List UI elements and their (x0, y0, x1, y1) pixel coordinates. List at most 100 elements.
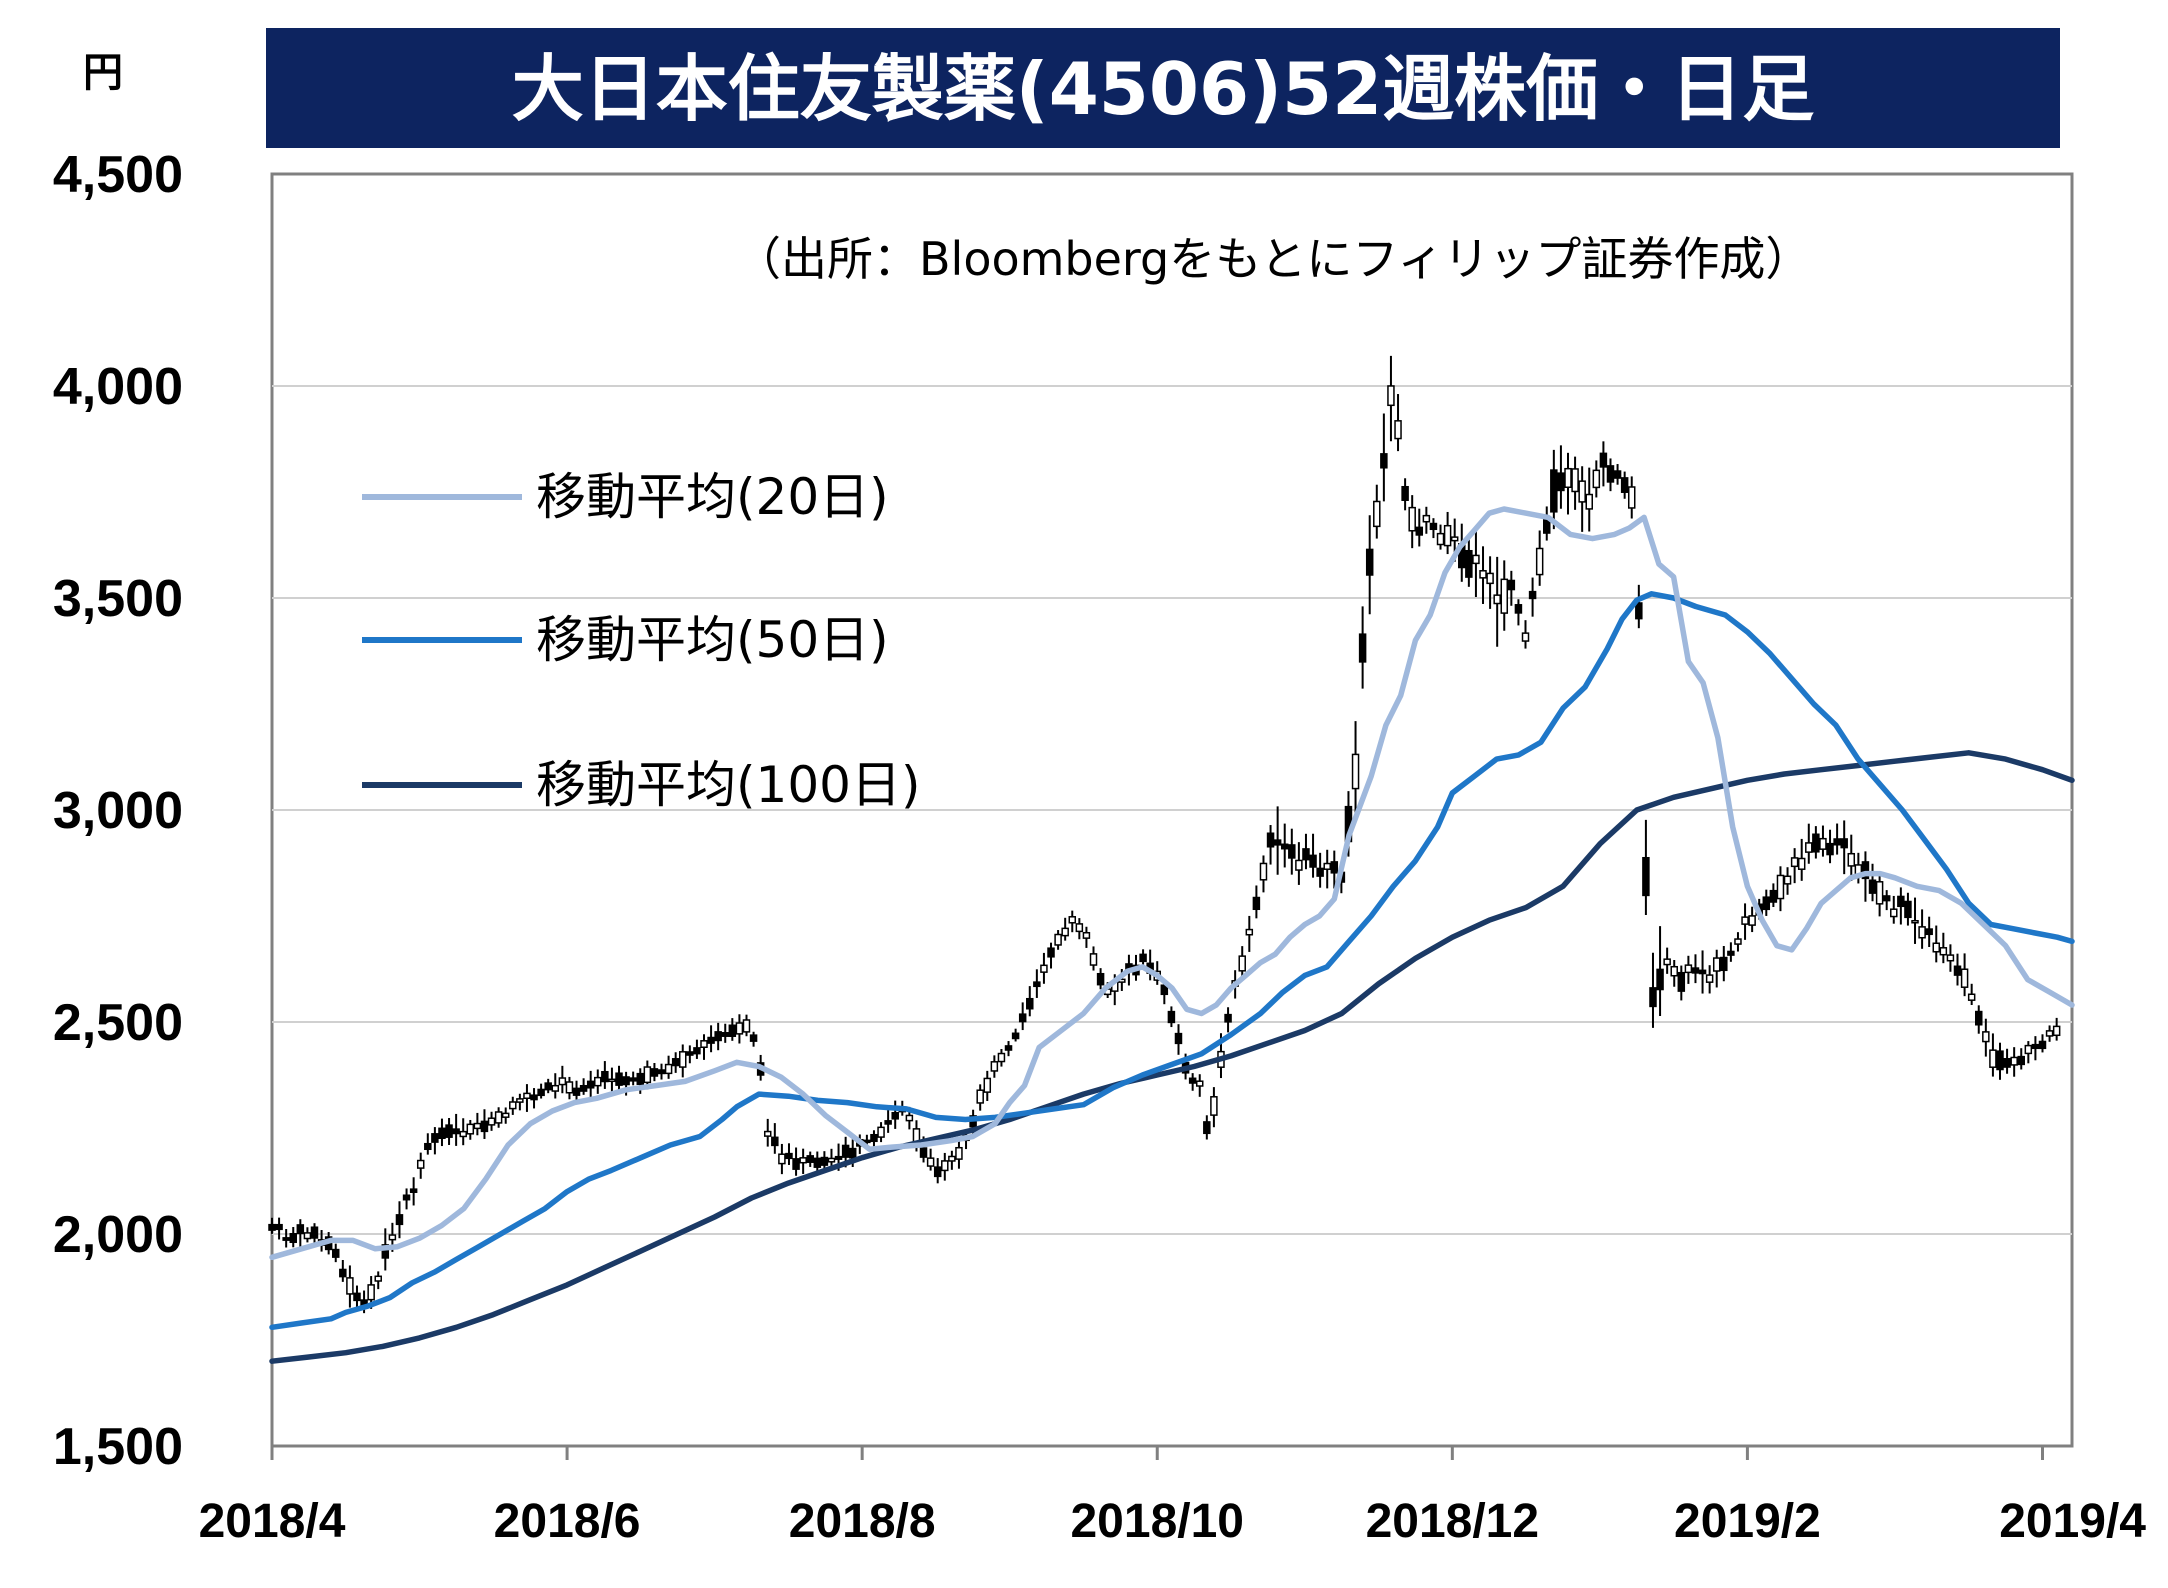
candle-body (523, 1092, 531, 1099)
chart-title: 大日本住友製薬(4506)52週株価・日足 (512, 47, 1814, 131)
candle-body (1040, 964, 1048, 973)
legend-label-ma20: 移動平均(20日) (536, 468, 889, 526)
candle-body (1953, 965, 1962, 976)
candle-body (1599, 452, 1608, 468)
candle-body (2045, 1030, 2054, 1037)
candle-body (1061, 927, 1069, 937)
candle-body (1450, 536, 1459, 542)
candle-body (1266, 832, 1275, 848)
candle-body (643, 1066, 652, 1084)
candle-body (466, 1123, 475, 1135)
candle-body (346, 1277, 354, 1295)
candle-body (1224, 1013, 1232, 1023)
candle-body (1245, 928, 1254, 936)
candle-body (1167, 1010, 1176, 1024)
candle-body (636, 1072, 645, 1085)
candle-body (367, 1284, 375, 1301)
candle-body (721, 1032, 729, 1037)
candle-body (268, 1223, 276, 1231)
candle-body (664, 1063, 673, 1075)
candle-body (990, 1061, 999, 1072)
candle-body (1252, 896, 1261, 911)
candle-body (841, 1144, 850, 1158)
candle-body (516, 1098, 524, 1103)
candle-body (1578, 480, 1586, 503)
candle-body (955, 1146, 963, 1160)
candle-body (1210, 1096, 1218, 1116)
title-banner (266, 28, 2060, 148)
x-tick-label: 2018/12 (1366, 1495, 1540, 1548)
candle-body (1493, 594, 1501, 605)
candle-body (742, 1019, 751, 1033)
candle-body (1932, 942, 1941, 953)
candle-body (1734, 938, 1742, 945)
candle-body (622, 1076, 630, 1086)
candle-body (997, 1052, 1006, 1063)
candle-body (1018, 1013, 1027, 1023)
candle-body (1358, 633, 1367, 663)
candle-body (919, 1147, 928, 1158)
candle-body (388, 1234, 397, 1241)
candle-body (1089, 953, 1098, 966)
candle-body (424, 1142, 432, 1151)
y-tick-label: 3,500 (53, 570, 183, 628)
candle-body (1819, 837, 1827, 850)
candle-body (431, 1133, 439, 1143)
candle-body (650, 1068, 659, 1077)
candle-body (1812, 833, 1820, 853)
candle-body (452, 1128, 460, 1135)
candle-body (785, 1152, 793, 1160)
candle-body (551, 1084, 560, 1092)
candle-body (1967, 993, 1976, 1001)
candle-body (1684, 964, 1693, 974)
candle-body (700, 1040, 708, 1048)
candle-body (1004, 1045, 1013, 1051)
candle-body (2003, 1058, 2011, 1068)
candle-body (509, 1101, 517, 1110)
x-tick-label: 2018/4 (199, 1495, 346, 1548)
candle-body (1139, 953, 1147, 963)
candle-body (1698, 969, 1707, 975)
candle-body (353, 1292, 361, 1302)
candle-body (1472, 554, 1480, 565)
candle-body (1861, 861, 1870, 880)
x-tick-label: 2019/2 (1674, 1495, 1821, 1548)
candle-body (374, 1275, 382, 1282)
candle-body (848, 1147, 857, 1159)
candle-body (409, 1188, 418, 1193)
candle-body (1805, 842, 1813, 853)
candle-body (863, 1139, 871, 1144)
candle-body (735, 1022, 744, 1035)
candle-body (1033, 981, 1041, 988)
candle-body (1238, 955, 1246, 972)
candle-body (1897, 895, 1905, 908)
candle-body (1748, 915, 1756, 926)
candle-body (1960, 968, 1969, 988)
y-tick-label: 4,500 (53, 146, 183, 204)
candle-body (1429, 522, 1438, 531)
candle-body (1486, 572, 1494, 585)
candle-body (579, 1084, 588, 1092)
candle-body (2052, 1025, 2061, 1037)
candle-body (1882, 895, 1891, 902)
candle-body (1288, 844, 1296, 859)
candle-body (1174, 1032, 1183, 1045)
candle-body (1514, 604, 1523, 614)
x-tick-label: 2018/10 (1070, 1495, 1244, 1548)
candle-body (296, 1224, 305, 1235)
candle-body (1776, 874, 1785, 900)
candle-body (544, 1082, 552, 1091)
candle-body (1762, 896, 1771, 911)
candle-body (1394, 420, 1402, 440)
ma20-line (269, 506, 2075, 1261)
candle-body (530, 1094, 538, 1101)
candle-body (1443, 524, 1452, 547)
candle-body (1160, 984, 1169, 996)
candle-body (877, 1126, 885, 1138)
candle-body (933, 1166, 942, 1178)
candle-body (1330, 861, 1339, 874)
candle-body (1316, 867, 1324, 877)
candle-body (976, 1089, 984, 1104)
candle-body (1408, 506, 1416, 532)
candle-body (1975, 1010, 1983, 1026)
